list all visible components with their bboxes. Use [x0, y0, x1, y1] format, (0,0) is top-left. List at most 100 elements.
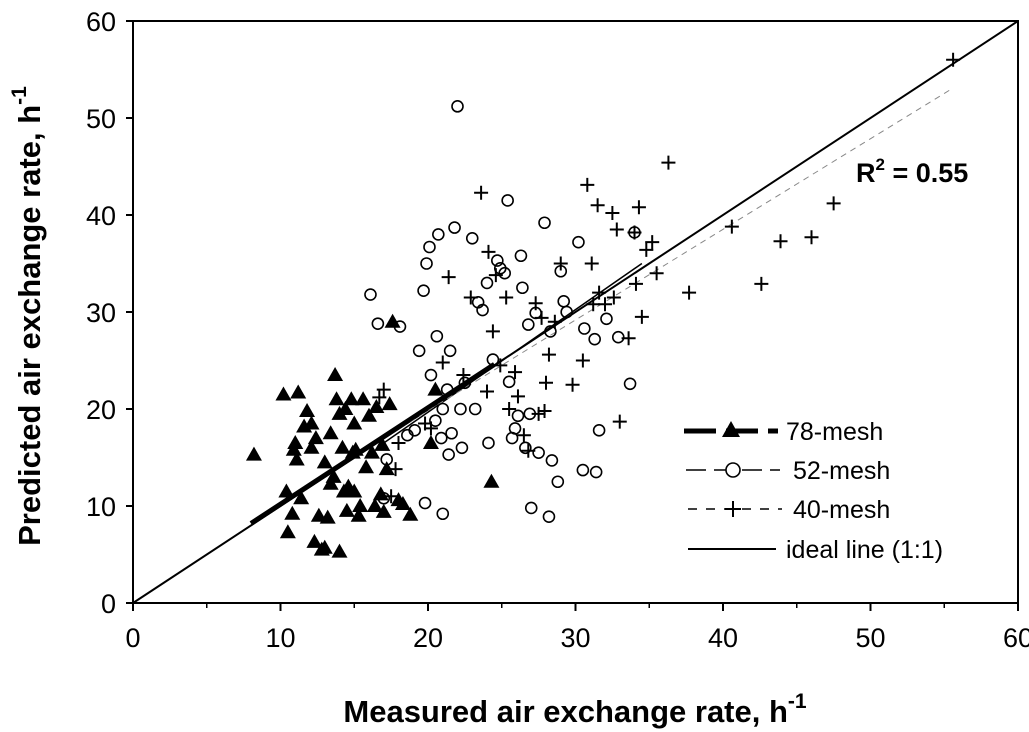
ideal-line [132, 20, 1019, 604]
data-point-52-mesh [588, 332, 601, 346]
data-point-40-mesh [463, 290, 478, 305]
data-point-78-mesh [319, 509, 336, 524]
data-point-40-mesh [534, 310, 549, 325]
data-point-40-mesh [773, 234, 788, 249]
tick-labels: 0 10 20 30 40 50 60 0 10 20 30 40 50 60 [86, 7, 1029, 653]
data-point-40-mesh [485, 324, 500, 339]
x-tick-label: 40 [708, 623, 738, 653]
data-point-78-mesh [402, 506, 419, 521]
data-point-52-mesh [511, 409, 525, 423]
data-point-52-mesh [482, 436, 495, 450]
legend-label-52-mesh: 52-mesh [793, 457, 890, 485]
data-point-52-mesh [455, 441, 469, 455]
data-point-78-mesh [293, 490, 310, 505]
data-point-78-mesh [287, 434, 304, 449]
data-point-40-mesh [510, 389, 525, 404]
legend-item-40-mesh: 40-mesh [688, 496, 890, 524]
data-point-52-mesh [432, 228, 445, 241]
y-tick-label: 0 [101, 589, 116, 619]
data-markers [245, 52, 961, 558]
data-point-40-mesh [627, 225, 642, 240]
data-point-52-mesh [524, 501, 538, 515]
data-point-52-mesh [445, 426, 458, 440]
axis-ticks [126, 20, 1019, 611]
data-point-78-mesh [384, 313, 401, 328]
data-point-78-mesh [343, 391, 360, 406]
x-tick-label: 50 [855, 623, 885, 653]
y-axis-title-text: Predicted air exchange rate, h [12, 105, 47, 546]
data-point-78-mesh [363, 444, 380, 459]
data-point-40-mesh [621, 331, 636, 346]
y-tick-label: 20 [86, 395, 116, 425]
data-point-40-mesh [553, 256, 568, 271]
data-point-40-mesh [586, 297, 601, 312]
data-point-78-mesh [368, 399, 385, 414]
data-point-78-mesh [361, 407, 377, 422]
x-tick-label: 30 [560, 623, 590, 653]
data-point-52-mesh [412, 344, 426, 358]
data-point-78-mesh [284, 505, 301, 520]
data-point-52-mesh [451, 100, 464, 113]
data-point-40-mesh [575, 353, 590, 368]
data-point-40-mesh [612, 414, 627, 429]
data-point-78-mesh [358, 459, 375, 474]
x-tick-label: 20 [413, 623, 443, 653]
data-point-52-mesh [542, 510, 556, 523]
data-point-52-mesh [486, 353, 500, 366]
data-point-78-mesh [334, 439, 351, 454]
data-point-52-mesh [498, 266, 512, 280]
data-point-78-mesh [299, 402, 316, 417]
data-point-40-mesh [499, 290, 514, 305]
data-point-40-mesh [754, 276, 769, 291]
data-point-52-mesh [532, 446, 545, 459]
legend-label-ideal-line: ideal line (1:1) [786, 536, 943, 564]
data-point-52-mesh [371, 317, 385, 330]
y-axis-title: Predicted air exchange rate, h-1 [8, 86, 47, 546]
data-point-40-mesh [480, 384, 494, 399]
data-point-40-mesh [508, 365, 523, 380]
data-point-78-mesh [344, 444, 361, 459]
data-point-78-mesh [322, 425, 339, 440]
r-squared-base: R [856, 158, 876, 188]
data-point-78-mesh [381, 396, 398, 411]
legend-item-52-mesh: 52-mesh [686, 457, 890, 485]
data-point-52-mesh [440, 383, 454, 396]
data-point-40-mesh [724, 219, 739, 234]
data-point-40-mesh [531, 406, 546, 421]
data-point-78-mesh [322, 475, 339, 490]
data-point-40-mesh [661, 155, 676, 170]
data-point-40-mesh [516, 428, 531, 443]
data-point-40-mesh [521, 443, 536, 458]
data-point-78-mesh [245, 446, 262, 461]
data-point-40-mesh [639, 242, 654, 257]
data-point-52-mesh [502, 375, 516, 389]
data-point-78-mesh [307, 430, 324, 445]
data-point-52-mesh [491, 254, 504, 267]
circle-marker-icon [725, 462, 741, 478]
data-point-52-mesh [592, 424, 606, 437]
data-point-52-mesh [551, 475, 565, 489]
data-point-40-mesh [481, 244, 496, 259]
data-point-52-mesh [465, 231, 479, 245]
data-point-40-mesh [804, 230, 819, 245]
data-point-40-mesh [592, 285, 607, 300]
y-tick-label: 60 [86, 7, 116, 37]
data-point-40-mesh [541, 347, 556, 362]
data-point-78-mesh [337, 401, 354, 415]
data-point-78-mesh [278, 483, 295, 498]
data-point-52-mesh [458, 376, 472, 390]
data-point-52-mesh [408, 424, 422, 437]
r-squared-value: = 0.55 [885, 158, 968, 188]
data-point-52-mesh [420, 257, 433, 270]
x-axis-title-text: Measured air exchange rate, h [343, 694, 788, 729]
data-point-78-mesh [483, 473, 500, 488]
data-point-52-mesh [443, 344, 457, 358]
data-point-40-mesh [388, 462, 403, 477]
y-tick-label: 50 [86, 104, 116, 134]
data-point-52-mesh [501, 194, 514, 207]
data-point-40-mesh [384, 489, 399, 504]
data-point-52-mesh [430, 329, 444, 343]
data-point-52-mesh [600, 312, 613, 326]
data-point-40-mesh [502, 402, 517, 416]
data-point-52-mesh [508, 422, 522, 435]
